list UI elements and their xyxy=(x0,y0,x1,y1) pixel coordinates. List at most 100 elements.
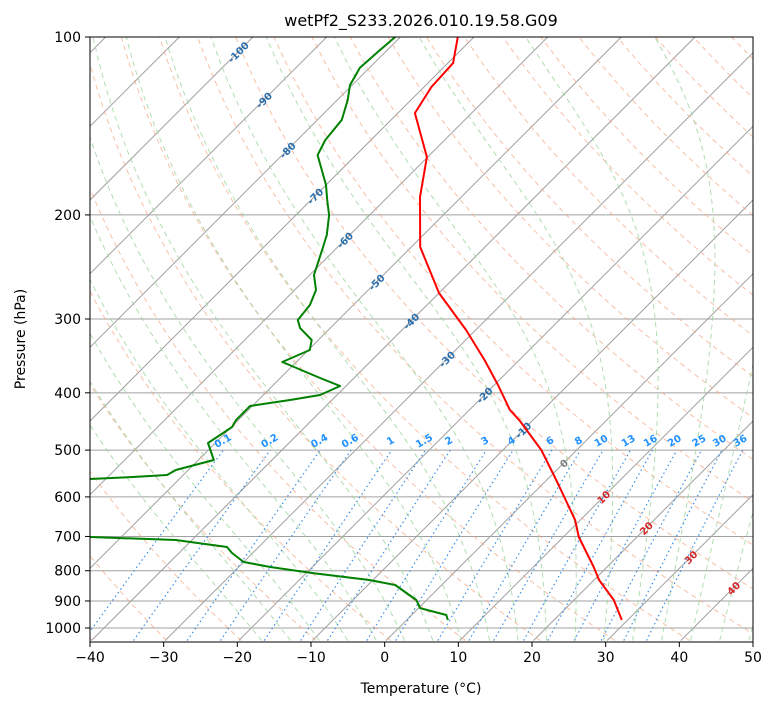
isotherm-gridline xyxy=(385,272,753,641)
moist-adiabat xyxy=(333,37,577,641)
mixing-ratio-label: 3 xyxy=(479,435,491,448)
isotherm-gridline xyxy=(754,37,775,641)
mixing-ratio-label: 6 xyxy=(545,435,557,448)
chart-title: wetPf2_S233.2026.010.19.58.G09 xyxy=(284,11,558,31)
mixing-ratio-label: 25 xyxy=(691,433,709,450)
x-tick-label: −40 xyxy=(75,650,105,666)
dry-adiabat xyxy=(502,37,753,296)
profile-series xyxy=(90,37,623,621)
isotherm-gridline xyxy=(606,493,753,641)
mixing-ratio-line xyxy=(646,449,744,641)
moist-adiabat xyxy=(125,37,462,641)
mixing-ratio-label: 10 xyxy=(593,433,611,450)
mixing-ratio-label: 20 xyxy=(666,433,684,450)
isotherm-label: 40 xyxy=(726,580,744,598)
isotherm-gridline xyxy=(90,37,622,570)
mixing-ratio-line xyxy=(219,449,352,641)
isotherm-gridline xyxy=(90,37,328,275)
moist-adiabat xyxy=(210,37,519,641)
y-tick-label: 500 xyxy=(54,443,81,459)
mixing-ratio-label: 0.2 xyxy=(259,432,280,450)
mixing-ratio-label: 2 xyxy=(443,435,455,448)
dry-adiabat xyxy=(197,37,753,635)
x-tick-label: 40 xyxy=(670,650,688,666)
isotherm-gridline xyxy=(90,37,401,349)
mixing-ratio-line xyxy=(263,449,393,641)
y-tick-label: 200 xyxy=(54,208,81,224)
plot-frame xyxy=(89,36,754,643)
y-tick-label: 400 xyxy=(54,386,81,402)
dry-adiabat xyxy=(235,37,753,590)
isotherm-gridline xyxy=(312,199,753,641)
mixing-ratio-line xyxy=(573,449,678,641)
moist-adiabat xyxy=(164,37,490,641)
isotherm-gridline xyxy=(90,37,549,496)
dry-adiabat xyxy=(90,470,242,641)
isotherm-label: 30 xyxy=(683,549,701,567)
x-tick-label: 20 xyxy=(523,650,541,666)
x-tick-label: 0 xyxy=(380,650,389,666)
dry-adiabat xyxy=(425,37,753,378)
mixing-ratio-line xyxy=(366,449,487,641)
y-tick-label: 600 xyxy=(54,490,81,506)
moist-adiabat xyxy=(90,380,291,641)
moist-adiabat xyxy=(654,37,716,641)
dry-adiabat xyxy=(770,37,775,641)
mixing-ratio-line xyxy=(623,449,723,641)
dry-adiabat xyxy=(90,555,168,641)
y-tick-label: 900 xyxy=(54,594,81,610)
isotherm-gridline xyxy=(164,51,753,641)
mixing-ratio-label: 8 xyxy=(573,435,585,448)
isotherm-label: -80 xyxy=(278,141,299,162)
dry-adiabat xyxy=(578,37,753,217)
y-tick-label: 800 xyxy=(54,564,81,580)
dry-adiabat xyxy=(464,37,753,337)
mixing-ratio-label: 13 xyxy=(620,433,638,450)
dry-adiabat xyxy=(159,37,690,641)
x-tick-label: −20 xyxy=(223,650,253,666)
mixing-ratio-label: 4 xyxy=(506,435,518,448)
mixing-ratio-label: 16 xyxy=(642,433,660,450)
moist-adiabat xyxy=(690,362,753,641)
isotherm-label: -30 xyxy=(437,350,458,371)
mixing-ratio-line xyxy=(600,449,703,641)
isotherm-gridline xyxy=(680,567,753,641)
isotherm-label: -70 xyxy=(306,187,327,208)
dry-adiabat xyxy=(273,37,753,546)
x-tick-label: −10 xyxy=(296,650,326,666)
y-axis-label: Pressure (hPa) xyxy=(13,289,29,389)
mixing-ratio-line xyxy=(300,449,426,641)
moist-adiabat xyxy=(90,135,406,641)
x-axis-label: Temperature (°C) xyxy=(360,681,482,697)
isotherm-label: -10 xyxy=(514,421,535,442)
isotherm-gridline xyxy=(91,37,696,641)
mixing-ratio-label: 0.4 xyxy=(309,432,330,450)
moist-adiabat xyxy=(90,332,320,641)
dry-adiabat xyxy=(90,187,466,641)
dry-adiabat xyxy=(90,62,541,641)
y-tick-label: 100 xyxy=(54,30,81,46)
y-tick-label: 300 xyxy=(54,312,81,328)
moist-adiabat xyxy=(90,215,377,641)
dewpoint-profile-line xyxy=(90,37,449,621)
mixing-ratio-label: 1 xyxy=(385,435,397,448)
mixing-ratio-line xyxy=(437,449,553,641)
mixing-ratio-line xyxy=(395,449,514,641)
dry-adiabat xyxy=(120,37,616,641)
dry-adiabat xyxy=(90,290,392,641)
moist-adiabat xyxy=(92,37,434,641)
background-lines xyxy=(90,37,775,641)
moist-adiabat xyxy=(525,37,659,641)
axis-ticks: −40 −30 −20 −10 0 10 20 30 40 5010020030040050060… xyxy=(45,30,762,666)
moist-adiabat xyxy=(418,37,614,641)
x-tick-label: 30 xyxy=(597,650,615,666)
mixing-ratio-line xyxy=(327,449,451,641)
x-tick-label: 10 xyxy=(449,650,467,666)
isotherm-label: -20 xyxy=(475,386,496,407)
isotherm-gridline xyxy=(238,125,753,641)
dry-adiabat xyxy=(692,37,753,99)
moist-adiabat xyxy=(90,424,263,641)
dry-adiabat xyxy=(654,37,753,138)
isotherm-label: -100 xyxy=(226,40,252,66)
